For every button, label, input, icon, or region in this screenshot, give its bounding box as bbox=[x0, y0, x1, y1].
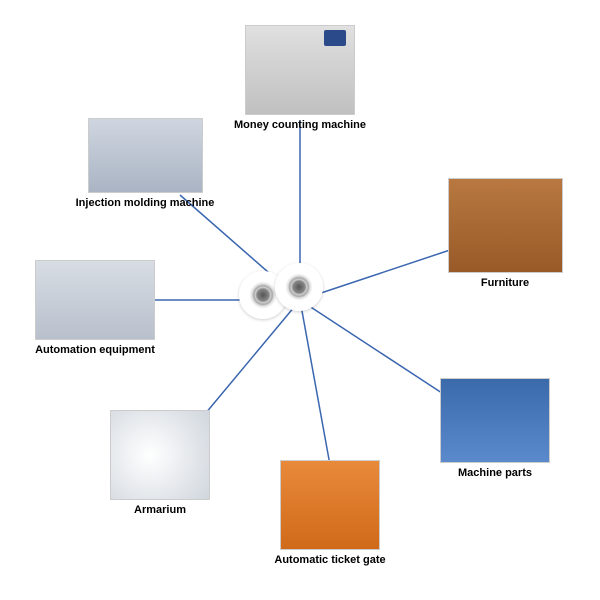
application-diagram: Money counting machine Injection molding … bbox=[0, 0, 600, 600]
furn-label: Furniture bbox=[481, 277, 529, 289]
arm-thumbnail bbox=[110, 410, 210, 500]
application-node-furn: Furniture bbox=[448, 178, 563, 289]
ticket-label: Automatic ticket gate bbox=[274, 554, 385, 566]
application-node-money: Money counting machine bbox=[245, 25, 355, 131]
inject-label: Injection molding machine bbox=[76, 197, 215, 209]
money-label: Money counting machine bbox=[234, 119, 366, 131]
auto-label: Automation equipment bbox=[35, 344, 155, 356]
ticket-thumbnail bbox=[280, 460, 380, 550]
machine-label: Machine parts bbox=[458, 467, 532, 479]
inject-thumbnail bbox=[88, 118, 203, 193]
application-node-machine: Machine parts bbox=[440, 378, 550, 479]
arm-label: Armarium bbox=[134, 504, 186, 516]
machine-thumbnail bbox=[440, 378, 550, 463]
application-node-arm: Armarium bbox=[110, 410, 210, 516]
application-node-auto: Automation equipment bbox=[35, 260, 155, 356]
application-node-ticket: Automatic ticket gate bbox=[280, 460, 380, 566]
bearing-icon bbox=[275, 263, 323, 311]
center-product bbox=[245, 265, 355, 335]
furn-thumbnail bbox=[448, 178, 563, 273]
auto-thumbnail bbox=[35, 260, 155, 340]
application-node-inject: Injection molding machine bbox=[88, 118, 203, 209]
money-thumbnail bbox=[245, 25, 355, 115]
